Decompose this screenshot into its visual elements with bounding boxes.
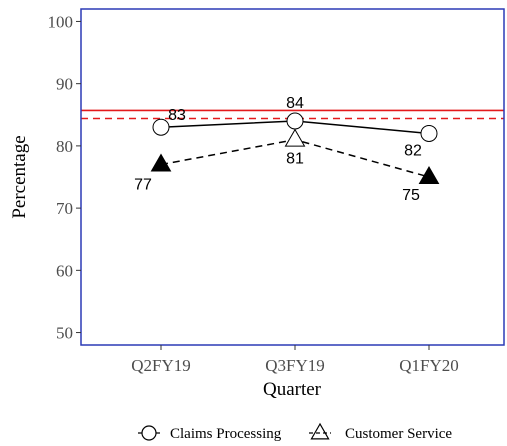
y-tick-label: 60	[56, 261, 73, 280]
data-label: 81	[286, 151, 304, 168]
legend-key-circle	[141, 425, 157, 441]
data-label: 82	[404, 142, 422, 159]
triangle-marker	[150, 153, 172, 172]
circle-marker	[420, 124, 438, 142]
y-tick-label: 100	[48, 12, 74, 31]
plot-border	[80, 8, 505, 346]
x-tick-label: Q2FY19	[131, 356, 191, 375]
y-tick-label: 80	[56, 137, 73, 156]
x-tick-label: Q1FY20	[399, 356, 459, 375]
legend-label-service: Customer Service	[345, 426, 452, 442]
legend: Claims Processing Customer Service	[138, 422, 452, 442]
legend-key-triangle	[310, 422, 330, 440]
y-tick-label: 90	[56, 75, 73, 94]
y-axis-title: Percentage	[9, 135, 30, 218]
x-axis-title: Quarter	[263, 379, 322, 400]
legend-label-claims: Claims Processing	[170, 426, 282, 442]
triangle-marker	[284, 128, 306, 147]
circle-marker	[152, 118, 170, 136]
y-tick-label: 50	[56, 324, 73, 343]
triangle-marker	[418, 165, 440, 184]
x-tick-label: Q3FY19	[265, 356, 325, 375]
x-axis: Q2FY19 Q3FY19 Q1FY20	[131, 345, 459, 375]
data-label: 84	[286, 95, 304, 112]
data-label: 75	[402, 187, 420, 204]
data-label: 83	[168, 107, 186, 124]
y-tick-label: 70	[56, 199, 73, 218]
y-axis: 50 60 70 80 90 100	[48, 12, 81, 343]
series-markers	[150, 112, 440, 184]
data-labels: 83 84 82 77 81 75	[134, 95, 422, 204]
reference-lines	[81, 109, 504, 120]
data-label: 77	[134, 177, 152, 194]
circle-marker	[286, 112, 304, 130]
